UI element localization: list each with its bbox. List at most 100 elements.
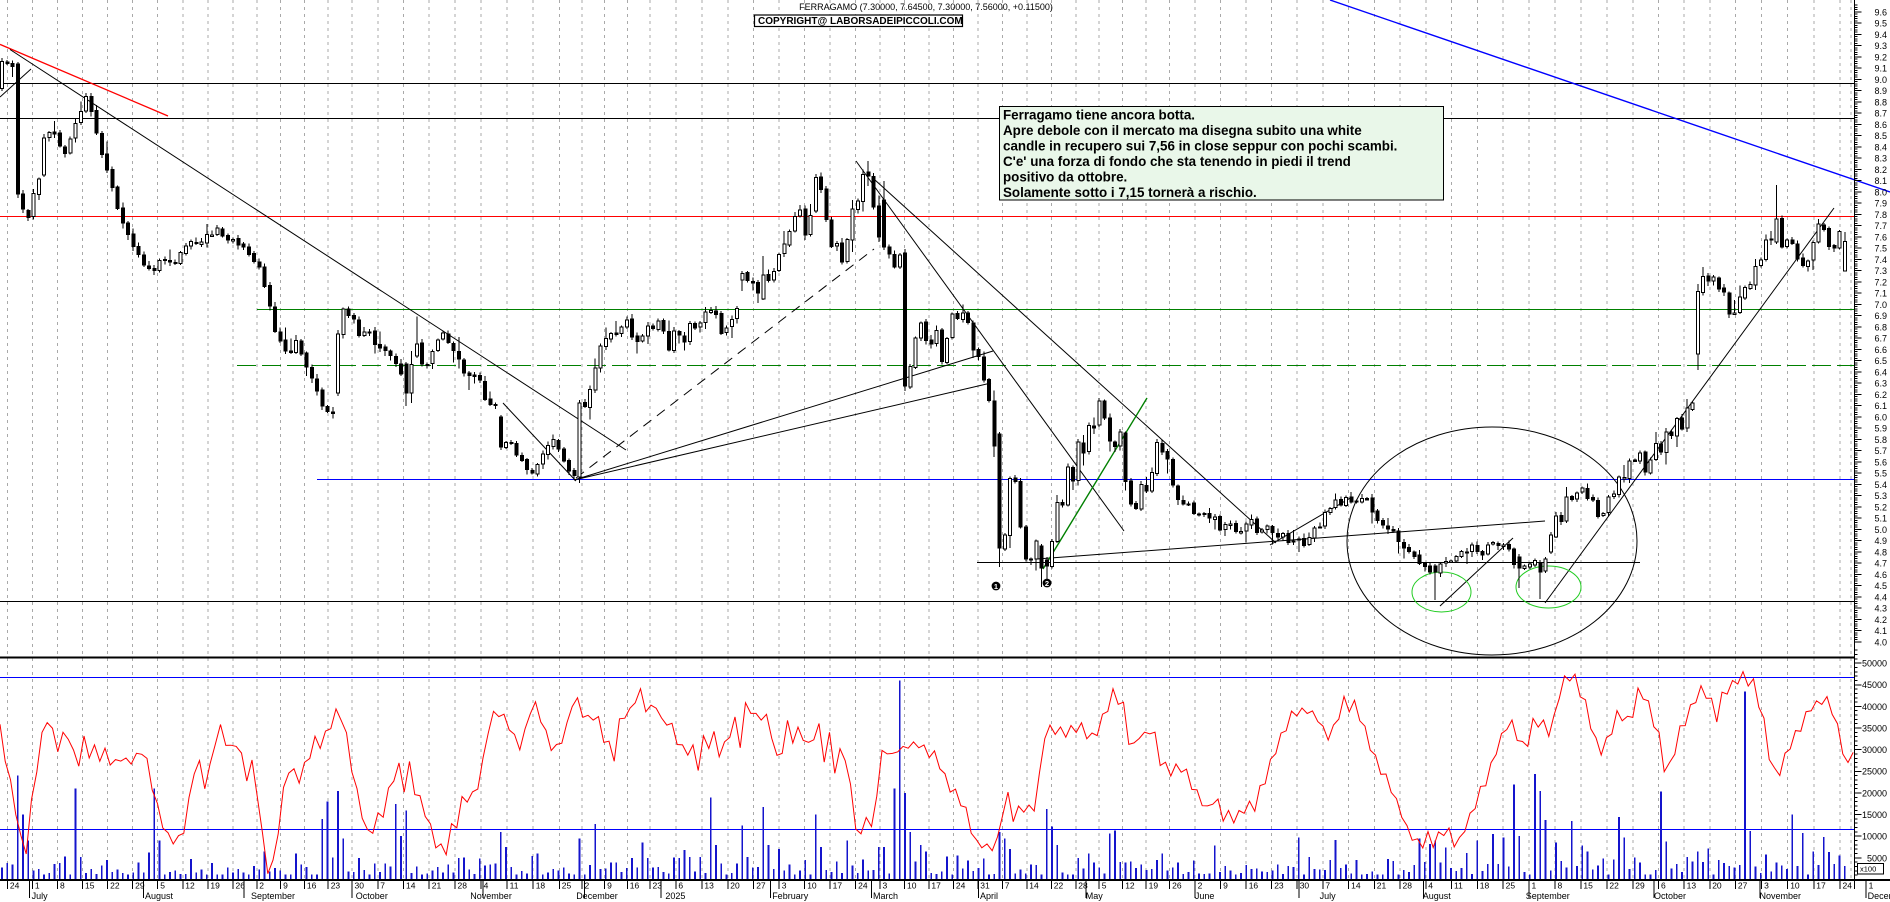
svg-text:22: 22 — [1054, 881, 1064, 891]
svg-text:24: 24 — [10, 881, 20, 891]
svg-text:7.9: 7.9 — [1874, 199, 1887, 209]
svg-text:9.1: 9.1 — [1874, 64, 1887, 74]
svg-text:24: 24 — [956, 881, 966, 891]
svg-text:8.2: 8.2 — [1874, 165, 1887, 175]
svg-text:22: 22 — [1609, 881, 1619, 891]
svg-text:6.8: 6.8 — [1874, 322, 1887, 332]
svg-text:28: 28 — [1078, 881, 1088, 891]
svg-text:5.7: 5.7 — [1874, 446, 1887, 456]
svg-text:6.9: 6.9 — [1874, 311, 1887, 321]
svg-text:9.6: 9.6 — [1874, 7, 1887, 17]
svg-text:x100: x100 — [1860, 865, 1876, 874]
svg-text:18: 18 — [1480, 881, 1490, 891]
svg-text:30: 30 — [1300, 881, 1310, 891]
svg-text:5: 5 — [160, 881, 165, 891]
svg-text:October: October — [356, 891, 388, 901]
svg-text:9.5: 9.5 — [1874, 19, 1887, 29]
svg-text:7.4: 7.4 — [1874, 255, 1887, 265]
svg-text:16: 16 — [307, 881, 317, 891]
svg-text:14: 14 — [1351, 881, 1361, 891]
svg-text:October: October — [1654, 891, 1686, 901]
svg-text:2: 2 — [585, 881, 590, 891]
svg-text:5.3: 5.3 — [1874, 491, 1887, 501]
svg-text:7.0: 7.0 — [1874, 300, 1887, 310]
svg-text:25000: 25000 — [1862, 767, 1887, 777]
svg-text:24: 24 — [858, 881, 868, 891]
svg-text:Apre debole con il mercato ma: Apre debole con il mercato ma disegna su… — [1003, 123, 1362, 138]
svg-text:2: 2 — [1198, 881, 1203, 891]
svg-text:12: 12 — [1125, 881, 1135, 891]
svg-text:25: 25 — [1506, 881, 1516, 891]
svg-text:6: 6 — [678, 881, 683, 891]
svg-text:4.7: 4.7 — [1874, 559, 1887, 569]
svg-text:4.4: 4.4 — [1874, 592, 1887, 602]
svg-text:6.6: 6.6 — [1874, 345, 1887, 355]
svg-text:9: 9 — [607, 881, 612, 891]
svg-text:2: 2 — [1045, 579, 1049, 588]
svg-text:4.6: 4.6 — [1874, 570, 1887, 580]
svg-text:6.4: 6.4 — [1874, 367, 1887, 377]
svg-text:19: 19 — [1149, 881, 1159, 891]
svg-text:July: July — [1320, 891, 1337, 901]
svg-text:7.1: 7.1 — [1874, 289, 1887, 299]
svg-text:50000: 50000 — [1862, 659, 1887, 669]
svg-text:17: 17 — [833, 881, 843, 891]
svg-text:FERRAGAMO (7.30000, 7.64500, 7: FERRAGAMO (7.30000, 7.64500, 7.30000, 7.… — [799, 2, 1053, 12]
svg-text:28: 28 — [458, 881, 468, 891]
svg-text:8.9: 8.9 — [1874, 86, 1887, 96]
svg-text:1: 1 — [994, 582, 998, 591]
svg-text:Decem: Decem — [1868, 891, 1890, 901]
svg-text:30000: 30000 — [1862, 745, 1887, 755]
svg-text:26: 26 — [236, 881, 246, 891]
svg-text:September: September — [251, 891, 295, 901]
svg-text:8.6: 8.6 — [1874, 120, 1887, 130]
svg-text:18: 18 — [536, 881, 546, 891]
svg-text:29: 29 — [1635, 881, 1645, 891]
svg-text:March: March — [873, 891, 898, 901]
svg-text:22: 22 — [110, 881, 120, 891]
svg-text:4.3: 4.3 — [1874, 604, 1887, 614]
svg-text:16: 16 — [630, 881, 640, 891]
svg-text:August: August — [1423, 891, 1452, 901]
svg-text:3: 3 — [1764, 881, 1769, 891]
svg-text:4.9: 4.9 — [1874, 536, 1887, 546]
svg-text:7.6: 7.6 — [1874, 232, 1887, 242]
svg-text:6.1: 6.1 — [1874, 401, 1887, 411]
svg-text:9.0: 9.0 — [1874, 75, 1887, 85]
svg-text:40000: 40000 — [1862, 702, 1887, 712]
svg-text:1: 1 — [1869, 881, 1874, 891]
svg-text:positivo da ottobre.: positivo da ottobre. — [1003, 170, 1127, 185]
svg-text:April: April — [980, 891, 998, 901]
svg-text:26: 26 — [1172, 881, 1182, 891]
svg-text:July: July — [32, 891, 49, 901]
svg-text:C'e' una forza di fondo che st: C'e' una forza di fondo che sta tenendo … — [1003, 154, 1351, 169]
svg-text:May: May — [1086, 891, 1104, 901]
svg-text:December: December — [576, 891, 618, 901]
svg-text:5.1: 5.1 — [1874, 514, 1887, 524]
svg-text:8.8: 8.8 — [1874, 97, 1887, 107]
svg-text:30: 30 — [355, 881, 365, 891]
svg-text:20: 20 — [1712, 881, 1722, 891]
svg-text:10000: 10000 — [1862, 832, 1887, 842]
svg-text:6.0: 6.0 — [1874, 412, 1887, 422]
svg-text:5.0: 5.0 — [1874, 525, 1887, 535]
svg-text:5.8: 5.8 — [1874, 435, 1887, 445]
svg-text:Solamente sotto i 7,15 tornerà: Solamente sotto i 7,15 tornerà a rischio… — [1003, 185, 1257, 200]
svg-text:3: 3 — [883, 881, 888, 891]
svg-text:5.5: 5.5 — [1874, 469, 1887, 479]
svg-text:35000: 35000 — [1862, 724, 1887, 734]
svg-text:6.2: 6.2 — [1874, 390, 1887, 400]
svg-text:February: February — [772, 891, 809, 901]
svg-text:10: 10 — [1790, 881, 1800, 891]
svg-text:20000: 20000 — [1862, 788, 1887, 798]
svg-text:11: 11 — [510, 881, 519, 891]
svg-text:14: 14 — [406, 881, 416, 891]
svg-text:5.2: 5.2 — [1874, 502, 1887, 512]
svg-text:4.5: 4.5 — [1874, 581, 1887, 591]
svg-text:4.2: 4.2 — [1874, 615, 1887, 625]
svg-text:15: 15 — [85, 881, 95, 891]
svg-text:7: 7 — [1325, 881, 1330, 891]
svg-text:June: June — [1195, 891, 1215, 901]
svg-text:7.7: 7.7 — [1874, 221, 1887, 231]
svg-text:8.4: 8.4 — [1874, 142, 1887, 152]
